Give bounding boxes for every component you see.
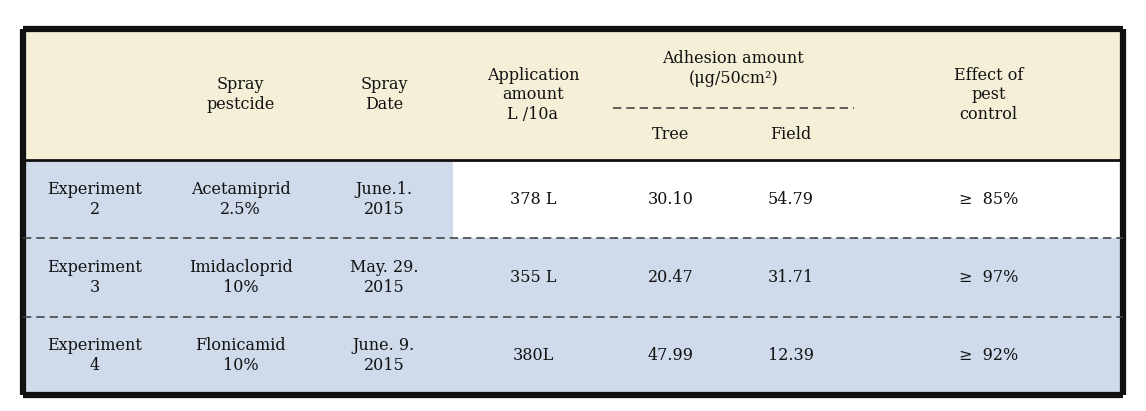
Text: June.1.
2015: June.1. 2015 <box>355 181 413 218</box>
Text: 30.10: 30.10 <box>647 191 693 208</box>
Text: June. 9.
2015: June. 9. 2015 <box>353 337 415 374</box>
Text: Adhesion amount
(μg/50cm²): Adhesion amount (μg/50cm²) <box>662 50 804 87</box>
Text: 380L: 380L <box>512 347 554 364</box>
Bar <box>23 160 1123 238</box>
Text: Experiment
4: Experiment 4 <box>47 337 142 374</box>
Text: Effect of
pest
control: Effect of pest control <box>953 67 1023 123</box>
Text: Flonicamid
10%: Flonicamid 10% <box>195 337 286 374</box>
Bar <box>23 29 1123 160</box>
Text: 31.71: 31.71 <box>768 269 814 286</box>
Text: Acetamiprid
2.5%: Acetamiprid 2.5% <box>190 181 291 218</box>
Text: Spray
Date: Spray Date <box>360 76 408 113</box>
Text: Spray
pestcide: Spray pestcide <box>206 76 275 113</box>
Text: ≥  85%: ≥ 85% <box>959 191 1018 208</box>
Text: Field: Field <box>770 126 811 143</box>
Text: Application
amount
L /10a: Application amount L /10a <box>487 67 579 123</box>
Text: 378 L: 378 L <box>510 191 556 208</box>
Text: Tree: Tree <box>652 126 689 143</box>
Text: 355 L: 355 L <box>510 269 556 286</box>
Text: 47.99: 47.99 <box>647 347 693 364</box>
Text: 20.47: 20.47 <box>647 269 693 286</box>
Bar <box>453 160 1123 238</box>
Bar <box>23 316 1123 395</box>
Text: Imidacloprid
10%: Imidacloprid 10% <box>189 259 292 296</box>
Text: Experiment
2: Experiment 2 <box>47 181 142 218</box>
Text: Experiment
3: Experiment 3 <box>47 259 142 296</box>
Text: May. 29.
2015: May. 29. 2015 <box>350 259 418 296</box>
Text: ≥  97%: ≥ 97% <box>959 269 1018 286</box>
Bar <box>23 238 1123 316</box>
Text: 54.79: 54.79 <box>768 191 814 208</box>
Text: 12.39: 12.39 <box>768 347 814 364</box>
Text: ≥  92%: ≥ 92% <box>959 347 1018 364</box>
